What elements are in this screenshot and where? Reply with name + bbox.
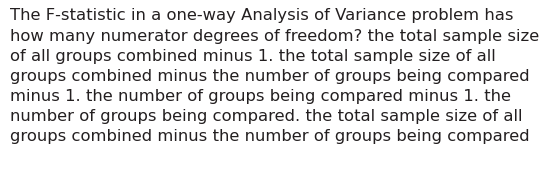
Text: The F-statistic in a one-way Analysis of Variance problem has
how many numerator: The F-statistic in a one-way Analysis of… [10, 8, 539, 144]
